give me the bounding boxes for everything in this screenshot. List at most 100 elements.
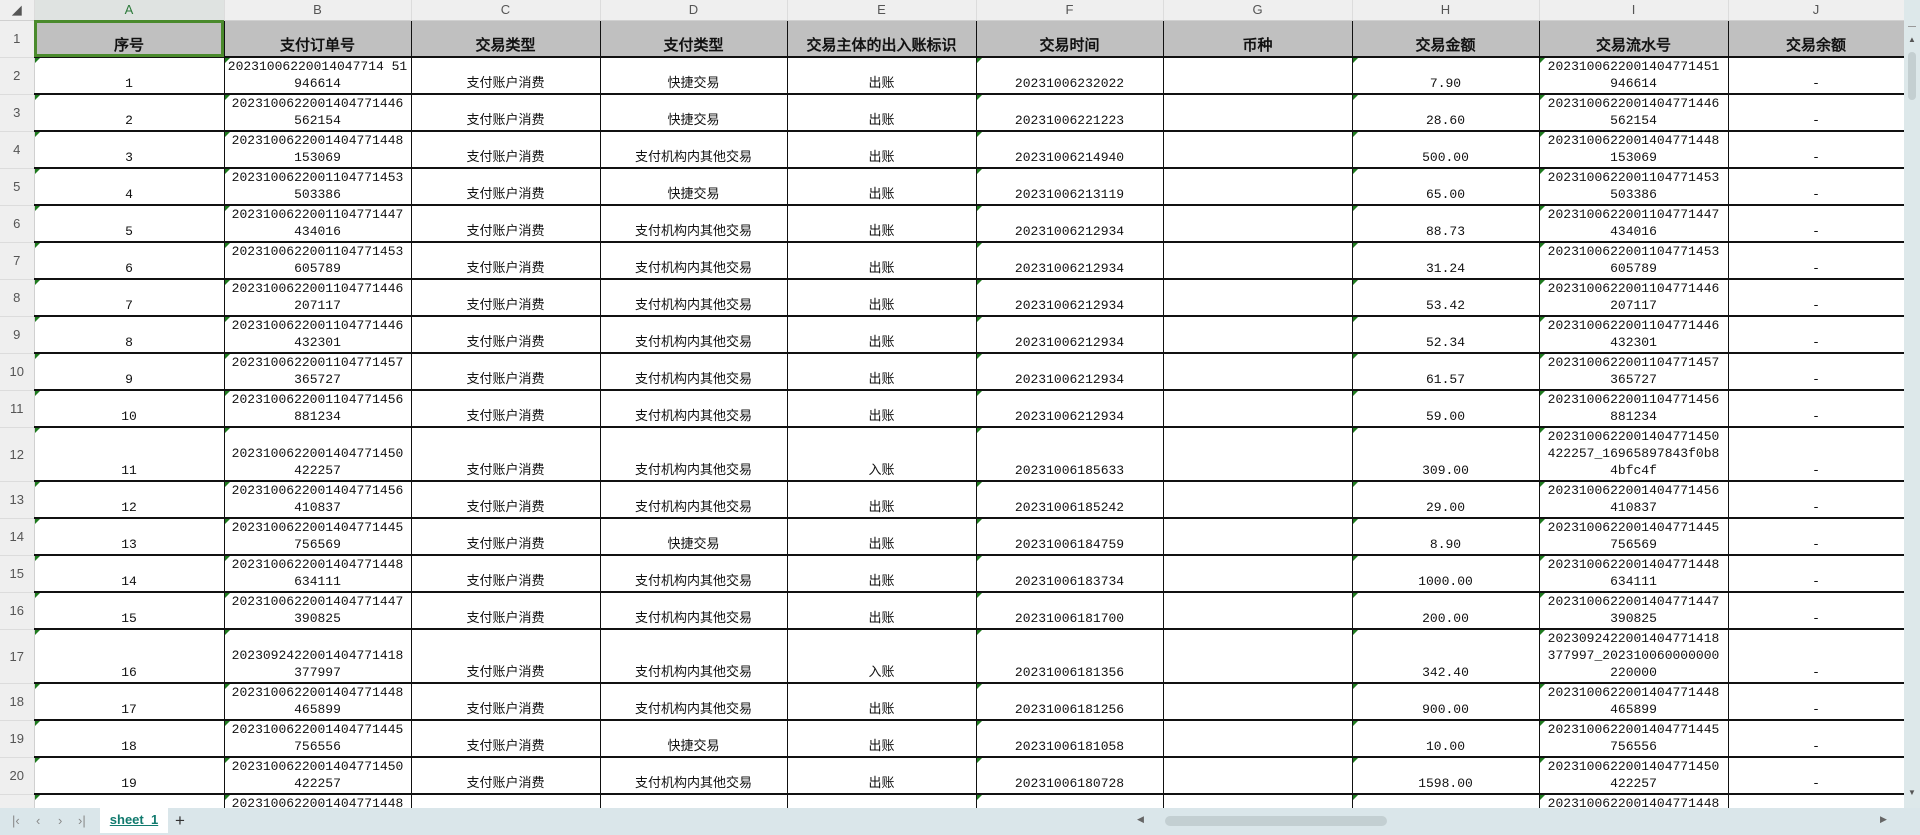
row-header[interactable]: 2 (0, 57, 35, 95)
first-sheet-icon[interactable]: |‹ (12, 813, 20, 828)
cell-f[interactable]: 20231006180728 (976, 757, 1164, 795)
cell-f[interactable]: 20231006181356 (976, 629, 1164, 684)
cell-e[interactable]: 入账 (787, 427, 977, 482)
cell-a[interactable]: 18 (34, 720, 225, 758)
cell-j[interactable]: - (1728, 720, 1904, 758)
column-header-c[interactable]: C (411, 0, 601, 21)
cell-f[interactable]: 20231006214940 (976, 131, 1164, 169)
cell-h[interactable]: 31.24 (1352, 242, 1540, 280)
row-header[interactable]: 5 (0, 168, 35, 206)
cell-d[interactable]: 支付机构内其他交易 (600, 592, 788, 630)
cell-d[interactable]: 支付机构内其他交易 (600, 481, 788, 519)
cell-d[interactable]: 支付机构内其他交易 (600, 205, 788, 243)
cell-d[interactable]: 支付机构内其他交易 (600, 555, 788, 593)
cell-d[interactable]: 支付机构内其他交易 (600, 242, 788, 280)
row-header[interactable]: 9 (0, 316, 35, 354)
cell-a[interactable]: 20 (34, 794, 225, 808)
cell-i[interactable]: 2023100622001404771448 617587 (1539, 794, 1729, 808)
cell-e[interactable]: 出账 (787, 131, 977, 169)
cell-c[interactable]: 支付账户消费 (411, 279, 601, 317)
row-header[interactable]: 1 (0, 20, 35, 58)
cell-d[interactable]: 支付机构内其他交易 (600, 427, 788, 482)
cell-f[interactable]: 20231006181256 (976, 683, 1164, 721)
cell-g[interactable] (1163, 555, 1353, 593)
cell-h[interactable]: 29.00 (1352, 481, 1540, 519)
cell-g[interactable] (1163, 168, 1353, 206)
cell-e[interactable]: 出账 (787, 592, 977, 630)
cell-a[interactable]: 17 (34, 683, 225, 721)
cell-f[interactable]: 20231006185242 (976, 481, 1164, 519)
last-sheet-icon[interactable]: ›| (78, 813, 86, 828)
cell-e[interactable]: 出账 (787, 757, 977, 795)
cell-h[interactable]: 65.00 (1352, 168, 1540, 206)
row-header[interactable]: 18 (0, 683, 35, 721)
cell-b[interactable]: 2023100622001404771448 465899 (224, 683, 412, 721)
header-cell[interactable]: 交易时间 (976, 20, 1164, 58)
cell-j[interactable]: - (1728, 242, 1904, 280)
cell-e[interactable]: 入账 (787, 629, 977, 684)
cell-h[interactable]: 28.60 (1352, 94, 1540, 132)
row-header[interactable]: 4 (0, 131, 35, 169)
cell-c[interactable]: 支付账户消费 (411, 316, 601, 354)
cell-g[interactable] (1163, 720, 1353, 758)
cell-a[interactable]: 2 (34, 94, 225, 132)
cell-d[interactable]: 快捷交易 (600, 57, 788, 95)
cell-d[interactable]: 支付机构内其他交易 (600, 316, 788, 354)
header-cell[interactable]: 交易类型 (411, 20, 601, 58)
vertical-scroll-thumb[interactable] (1908, 52, 1916, 100)
cell-h[interactable]: 500.00 (1352, 131, 1540, 169)
cell-d[interactable]: 支付机构内其他交易 (600, 279, 788, 317)
cell-h[interactable]: 7.90 (1352, 794, 1540, 808)
cell-d[interactable]: 快捷交易 (600, 94, 788, 132)
cell-b[interactable]: 2023100622001104771456 881234 (224, 390, 412, 428)
cell-c[interactable]: 支付账户消费 (411, 390, 601, 428)
cell-a[interactable]: 4 (34, 168, 225, 206)
cell-h[interactable]: 88.73 (1352, 205, 1540, 243)
cell-g[interactable] (1163, 131, 1353, 169)
cell-c[interactable]: 支付账户消费 (411, 427, 601, 482)
cell-g[interactable] (1163, 205, 1353, 243)
header-cell[interactable]: 支付类型 (600, 20, 788, 58)
column-header-d[interactable]: D (600, 0, 788, 21)
cell-i[interactable]: 2023100622001404771446 562154 (1539, 94, 1729, 132)
cell-e[interactable]: 出账 (787, 57, 977, 95)
cell-a[interactable]: 9 (34, 353, 225, 391)
cell-d[interactable]: 支付机构内其他交易 (600, 353, 788, 391)
cell-e[interactable]: 出账 (787, 390, 977, 428)
cell-c[interactable]: 支付账户消费 (411, 720, 601, 758)
cell-j[interactable]: - (1728, 353, 1904, 391)
cell-a[interactable]: 14 (34, 555, 225, 593)
cell-j[interactable]: - (1728, 279, 1904, 317)
cell-e[interactable]: 出账 (787, 353, 977, 391)
cell-g[interactable] (1163, 353, 1353, 391)
cell-f[interactable]: 20231006181058 (976, 720, 1164, 758)
cell-i[interactable]: 2023100622001104771446 207117 (1539, 279, 1729, 317)
cell-d[interactable]: 支付机构内其他交易 (600, 629, 788, 684)
cell-a[interactable]: 10 (34, 390, 225, 428)
cell-j[interactable]: - (1728, 592, 1904, 630)
cell-j[interactable]: - (1728, 390, 1904, 428)
cell-d[interactable]: 支付机构内其他交易 (600, 131, 788, 169)
cell-c[interactable]: 支付账户消费 (411, 629, 601, 684)
cell-c[interactable]: 支付账户消费 (411, 131, 601, 169)
cell-i[interactable]: 2023100622001104771457 365727 (1539, 353, 1729, 391)
cell-j[interactable]: - (1728, 168, 1904, 206)
cell-e[interactable]: 出账 (787, 94, 977, 132)
cell-c[interactable]: 支付账户消费 (411, 592, 601, 630)
cell-b[interactable]: 2023100622001404771448 617587 (224, 794, 412, 808)
cell-a[interactable]: 3 (34, 131, 225, 169)
cell-c[interactable]: 支付账户消费 (411, 518, 601, 556)
row-header[interactable]: 13 (0, 481, 35, 519)
header-cell[interactable]: 币种 (1163, 20, 1353, 58)
cell-j[interactable]: - (1728, 794, 1904, 808)
cell-b[interactable]: 2023100622001104771457 365727 (224, 353, 412, 391)
cell-g[interactable] (1163, 481, 1353, 519)
cell-e[interactable]: 出账 (787, 205, 977, 243)
cell-e[interactable]: 出账 (787, 794, 977, 808)
cell-f[interactable]: 20231006181700 (976, 592, 1164, 630)
row-header[interactable]: 12 (0, 427, 35, 482)
cell-i[interactable]: 2023100622001104771453 503386 (1539, 168, 1729, 206)
cell-h[interactable]: 10.00 (1352, 720, 1540, 758)
cell-f[interactable]: 20231006184759 (976, 518, 1164, 556)
cell-g[interactable] (1163, 94, 1353, 132)
